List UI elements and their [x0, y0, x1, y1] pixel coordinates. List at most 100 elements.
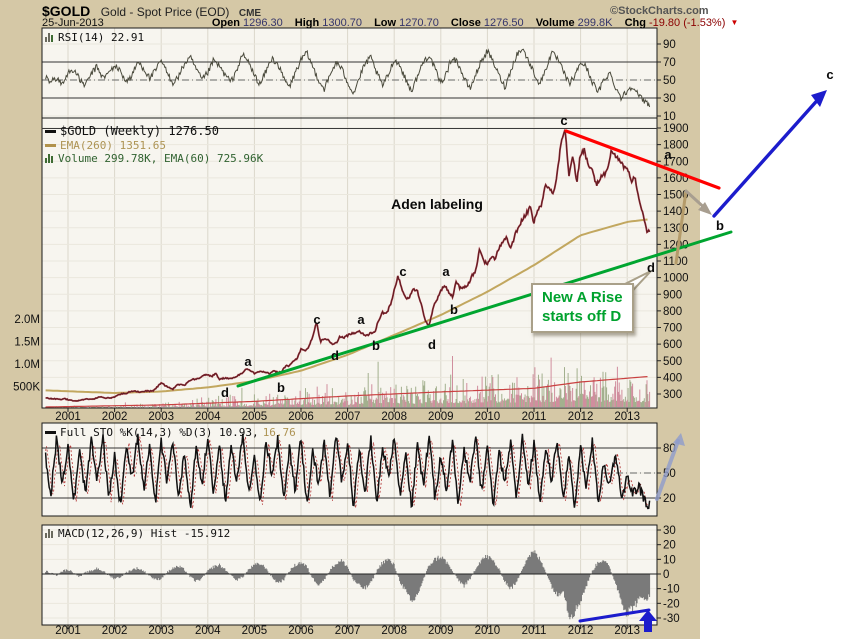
high-value: 1300.70: [322, 17, 363, 29]
year-label: 2002: [102, 625, 128, 637]
year-label: 2004: [195, 411, 221, 423]
year-label: 2001: [55, 625, 81, 637]
year-label: 2008: [381, 411, 407, 423]
rsi-tick-label: 50: [663, 75, 676, 87]
sto-d-value: 16.76: [262, 426, 296, 439]
close-label: Close: [450, 17, 481, 29]
macd-legend-label: MACD(12,26,9) Hist -15.912: [58, 527, 231, 540]
ticker-symbol: $GOLD: [42, 3, 91, 19]
sto-projection-arrow: [655, 439, 680, 501]
macd-bars-icon: [45, 529, 54, 538]
rsi-panel-icon: [45, 33, 54, 42]
ema-legend: EMA(260) 1351.65: [45, 139, 166, 152]
year-label: 2005: [242, 625, 268, 637]
price-line-icon: [45, 129, 56, 133]
year-label: 2007: [335, 411, 361, 423]
price-line: [45, 129, 650, 402]
aden-letter-a: a: [442, 263, 450, 279]
price-legend: $GOLD (Weekly) 1276.50: [45, 124, 219, 138]
volume-ema-line: [45, 376, 648, 408]
aden-labeling-title: Aden labeling: [391, 196, 483, 212]
low-label: Low: [374, 17, 397, 29]
year-label: 2005: [242, 411, 268, 423]
macd-tick-label: -30: [663, 613, 680, 625]
aden-letter-a: a: [357, 311, 365, 327]
year-label: 2012: [568, 411, 594, 423]
aden-letter-d: d: [331, 347, 339, 363]
aden-letter-a: a: [244, 353, 252, 369]
volume-value: 299.8K: [577, 17, 613, 29]
change-value: -19.80 (-1.53%): [648, 17, 726, 29]
aden-letter-d: d: [647, 259, 655, 275]
volume-tick-label: 2.0M: [14, 314, 40, 326]
rsi-tick-label: 10: [663, 111, 676, 123]
volume-label: Volume: [535, 17, 575, 29]
sto-d-line: [45, 436, 650, 509]
price-tick-label: 1000: [663, 273, 689, 285]
macd-tick-label: 0: [663, 569, 669, 581]
aden-letter-c: c: [313, 311, 321, 327]
copyright-label: ©StockCharts.com: [610, 5, 709, 17]
year-label: 2001: [55, 411, 81, 423]
callout-line2: starts off D: [542, 308, 622, 325]
macd-uptrend-line: [578, 608, 651, 623]
ema260-line: [45, 218, 648, 395]
year-label: 2009: [428, 411, 454, 423]
blue-projection-arrow-head: [811, 90, 827, 107]
close-value: 1276.50: [483, 17, 524, 29]
rsi-plot-area: [42, 28, 657, 118]
macd-tick-label: 10: [663, 554, 676, 566]
year-label: 2008: [381, 625, 407, 637]
rsi-legend-label: RSI(14) 22.91: [58, 31, 145, 44]
volume-tick-label: 500K: [13, 382, 40, 394]
main-panel-border: [41, 117, 658, 409]
macd-tick-label: 20: [663, 540, 676, 552]
year-label: 2010: [475, 411, 501, 423]
sto-projection-arrow-head: [673, 433, 685, 446]
ema-line-icon: [45, 144, 56, 147]
year-label: 2003: [148, 411, 174, 423]
price-tick-label: 700: [663, 323, 682, 335]
quote-summary-row: 25-Jun-2013 Open 1296.30 High 1300.70 Low 1…: [42, 17, 738, 29]
tan-rise-line: [674, 189, 688, 265]
year-label: 2010: [475, 625, 501, 637]
aden-letter-b: b: [372, 337, 380, 353]
callout-line1: New A Rise: [542, 289, 623, 306]
sto-k-line: [44, 433, 651, 510]
low-value: 1270.70: [399, 17, 439, 29]
price-tick-label: 400: [663, 372, 682, 384]
macd-blue-up-arrow: [639, 610, 657, 632]
sto-legend-label: Full STO %K(14,3) %D(3) 10.93,: [60, 426, 259, 439]
security-name: Gold - Spot Price (EOD): [100, 5, 230, 19]
volume-legend-label: Volume 299.78K, EMA(60) 725.96K: [58, 152, 264, 165]
change-down-icon: ▼: [730, 18, 739, 27]
high-label: High: [294, 17, 320, 29]
quote-date: 25-Jun-2013: [42, 17, 104, 29]
year-label: 2011: [522, 625, 547, 637]
price-tick-label: 600: [663, 339, 682, 351]
green-uptrend-line: [236, 230, 733, 388]
blue-projection-arrow: [712, 93, 824, 218]
price-tick-label: 500: [663, 356, 682, 368]
aden-letter-b: b: [450, 301, 458, 317]
price-tick-label: 1700: [663, 156, 689, 168]
sto-panel-border: [41, 422, 658, 517]
price-tick-label: 1900: [663, 123, 689, 135]
macd-panel-border: [41, 524, 658, 626]
macd-tick-label: -10: [663, 584, 680, 596]
year-label: 2004: [195, 625, 221, 637]
year-label: 2013: [614, 411, 640, 423]
sto-plot-area: [42, 423, 657, 516]
ema-legend-label: EMA(260) 1351.65: [60, 139, 166, 152]
rsi-line: [45, 48, 651, 108]
aden-letter-a: a: [664, 146, 672, 162]
year-label: 2002: [102, 411, 128, 423]
change-label: Chg: [624, 17, 646, 29]
year-label: 2013: [614, 625, 640, 637]
year-label: 2007: [335, 625, 361, 637]
price-tick-label: 1500: [663, 190, 689, 202]
open-label: Open: [211, 17, 240, 29]
rsi-tick-label: 90: [663, 39, 676, 51]
price-tick-label: 1800: [663, 140, 689, 152]
